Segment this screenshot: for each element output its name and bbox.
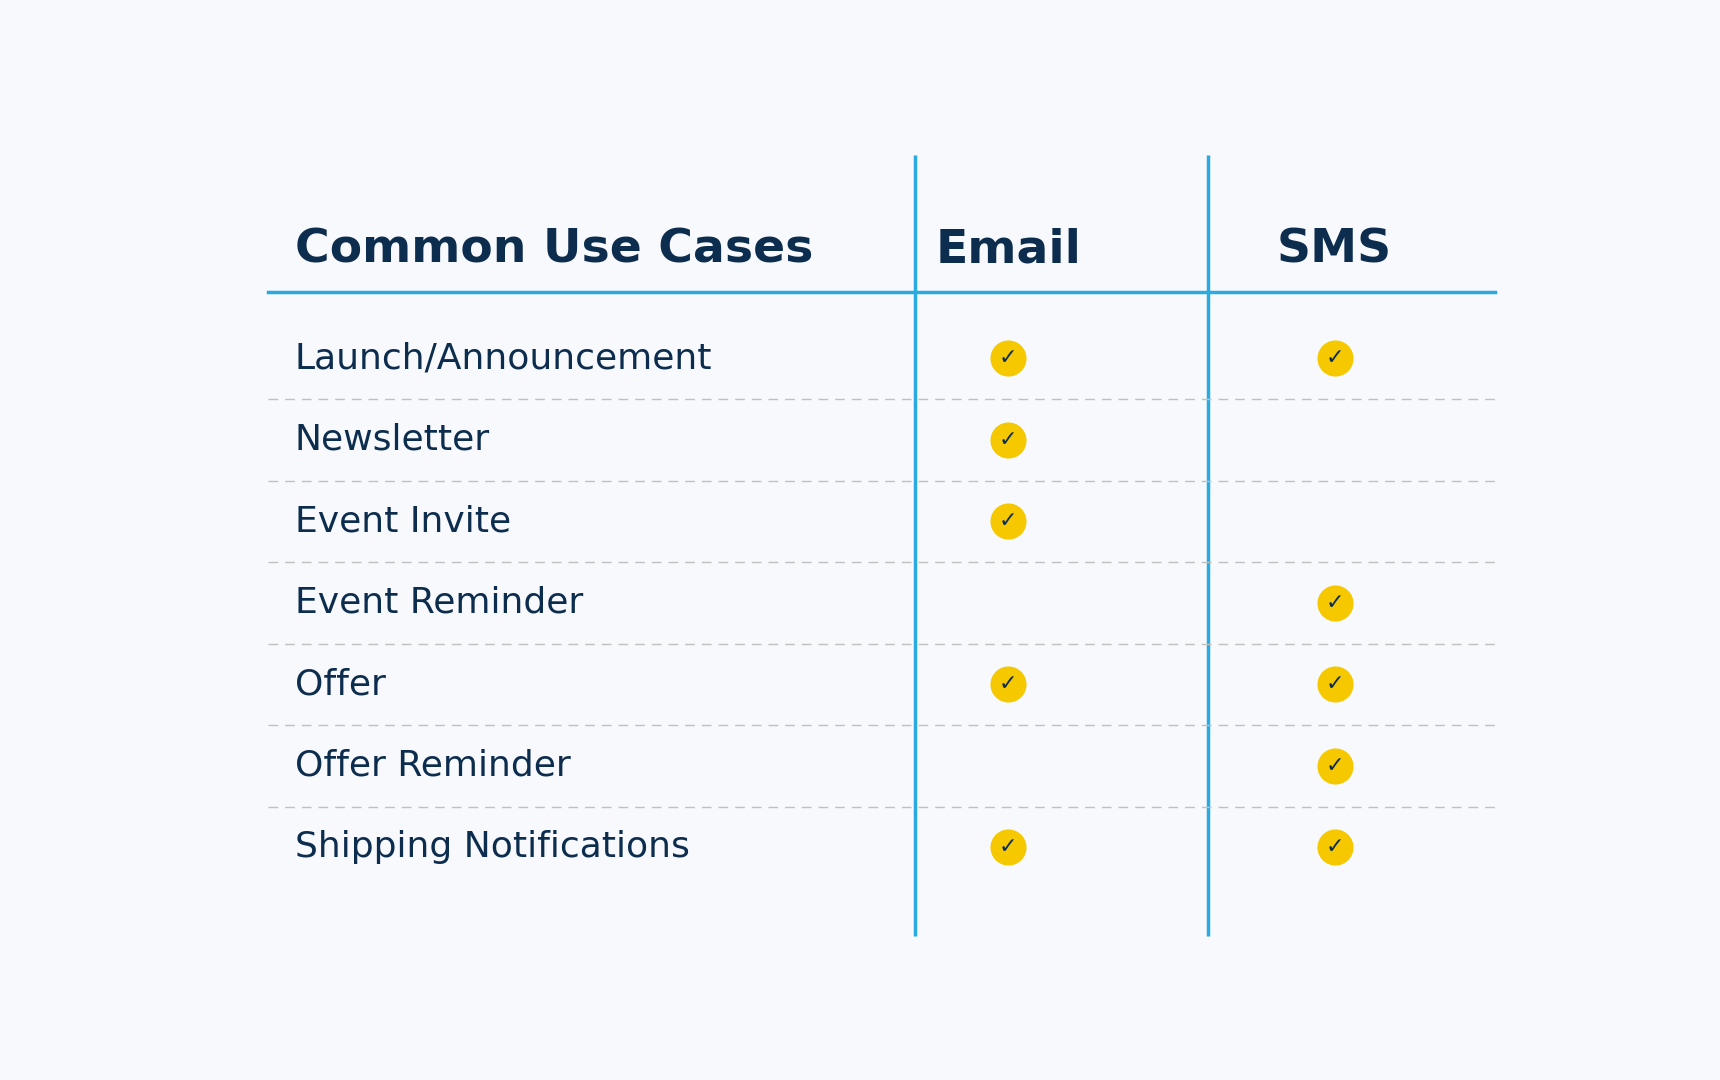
Text: ✓: ✓ <box>1326 837 1343 858</box>
Point <box>994 513 1022 530</box>
Text: Event Reminder: Event Reminder <box>296 585 583 620</box>
Text: SMS: SMS <box>1276 228 1393 272</box>
Text: ✓: ✓ <box>1326 348 1343 368</box>
Point <box>994 676 1022 693</box>
Point <box>994 350 1022 367</box>
Point <box>1321 757 1348 774</box>
Point <box>1321 350 1348 367</box>
Text: ✓: ✓ <box>999 348 1018 368</box>
Text: Offer: Offer <box>296 667 385 701</box>
Text: ✓: ✓ <box>999 511 1018 531</box>
Text: Event Invite: Event Invite <box>296 504 511 538</box>
Text: Newsletter: Newsletter <box>296 422 490 457</box>
Text: Common Use Cases: Common Use Cases <box>296 228 814 272</box>
Text: ✓: ✓ <box>1326 674 1343 694</box>
Text: ✓: ✓ <box>1326 593 1343 612</box>
Point <box>1321 676 1348 693</box>
Text: Launch/Announcement: Launch/Announcement <box>296 341 712 375</box>
Text: Offer Reminder: Offer Reminder <box>296 748 571 783</box>
Point <box>1321 839 1348 856</box>
Point <box>994 431 1022 448</box>
Point <box>994 839 1022 856</box>
Text: ✓: ✓ <box>1326 756 1343 775</box>
Text: ✓: ✓ <box>999 674 1018 694</box>
Text: Email: Email <box>936 228 1082 272</box>
Text: ✓: ✓ <box>999 837 1018 858</box>
Text: Shipping Notifications: Shipping Notifications <box>296 831 690 864</box>
Text: ✓: ✓ <box>999 430 1018 449</box>
Point <box>1321 594 1348 611</box>
